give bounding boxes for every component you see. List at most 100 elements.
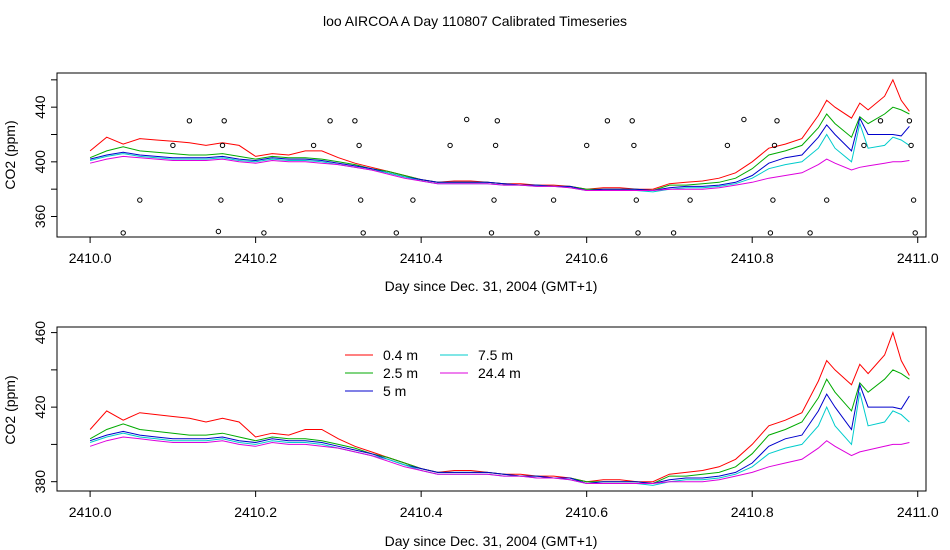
legend-label: 7.5 m bbox=[478, 347, 513, 363]
top-y-axis: 360 400 440 bbox=[32, 79, 57, 229]
x-tick-label: 2410.8 bbox=[731, 250, 774, 266]
scatter-point bbox=[724, 142, 731, 149]
series-line-2-5-m bbox=[89, 369, 910, 485]
scatter-point bbox=[327, 118, 333, 124]
scatter-point bbox=[447, 142, 453, 149]
scatter-point bbox=[215, 228, 222, 235]
scatter-point bbox=[356, 142, 362, 149]
scatter-point bbox=[221, 118, 227, 124]
top-plot-frame bbox=[56, 72, 927, 238]
series-line-24-4-m bbox=[89, 436, 910, 484]
figure-title: loo AIRCOA A Day 110807 Calibrated Times… bbox=[323, 13, 627, 29]
scatter-point bbox=[877, 118, 884, 124]
scatter-point bbox=[584, 142, 590, 149]
x-tick-label: 2410.2 bbox=[234, 504, 277, 520]
scatter-point bbox=[807, 230, 813, 236]
scatter-point bbox=[912, 230, 918, 236]
scatter-point bbox=[492, 142, 499, 149]
scatter-point bbox=[906, 118, 913, 124]
legend-label: 24.4 m bbox=[478, 365, 521, 381]
x-tick-label: 2410.2 bbox=[234, 250, 277, 266]
scatter-point bbox=[352, 118, 358, 124]
legend-label: 0.4 m bbox=[383, 347, 418, 363]
scatter-point bbox=[137, 197, 143, 203]
bottom-y-axis-label: CO2 (ppm) bbox=[2, 375, 18, 444]
scatter-point bbox=[687, 197, 693, 203]
y-tick-label: 440 bbox=[32, 95, 48, 119]
bottom-y-axis: 380 420 460 bbox=[32, 321, 57, 494]
scatter-point bbox=[494, 118, 500, 124]
scatter-point bbox=[218, 197, 224, 203]
x-tick-label: 2410.4 bbox=[400, 504, 443, 520]
legend-item: 7.5 m bbox=[440, 347, 513, 363]
top-x-axis-label: Day since Dec. 31, 2004 (GMT+1) bbox=[385, 278, 598, 294]
scatter-point bbox=[186, 118, 193, 124]
y-tick-label: 460 bbox=[32, 321, 48, 345]
scatter-point bbox=[861, 142, 867, 149]
series-line-0-4-m bbox=[89, 78, 910, 190]
y-tick-label: 420 bbox=[32, 395, 48, 419]
y-tick-label: 400 bbox=[32, 150, 48, 174]
scatter-point bbox=[771, 142, 778, 149]
scatter-point bbox=[550, 197, 557, 203]
scatter-point bbox=[464, 116, 470, 123]
top-y-axis-label: CO2 (ppm) bbox=[2, 120, 18, 189]
legend-item: 5 m bbox=[345, 383, 406, 399]
x-tick-label: 2411.0 bbox=[897, 250, 939, 266]
x-tick-label: 2410.4 bbox=[400, 250, 443, 266]
scatter-point bbox=[488, 230, 495, 236]
x-tick-label: 2411.0 bbox=[897, 504, 939, 520]
top-x-axis: 2410.0 2410.2 2410.4 2410.6 2410.8 2411.0 bbox=[69, 237, 939, 266]
x-tick-label: 2410.0 bbox=[69, 250, 112, 266]
legend-item: 24.4 m bbox=[440, 365, 521, 381]
scatter-point bbox=[633, 197, 639, 203]
scatter-point bbox=[774, 118, 780, 124]
scatter-point bbox=[670, 230, 677, 236]
bottom-panel: 380 420 460 2410.0 2410.2 2410.4 2410.6 2410.8… bbox=[2, 321, 939, 549]
legend: 0.4 m 2.5 m 5 m 7.5 m 24.4 m bbox=[345, 347, 521, 399]
series-line-5-m bbox=[89, 382, 910, 485]
legend-label: 5 m bbox=[383, 383, 406, 399]
scatter-point bbox=[310, 142, 317, 149]
scatter-point bbox=[120, 230, 126, 236]
scatter-point bbox=[908, 142, 914, 149]
bottom-series-lines bbox=[89, 331, 910, 486]
scatter-point bbox=[170, 142, 176, 149]
scatter-point bbox=[824, 197, 830, 203]
top-series-lines bbox=[89, 78, 910, 193]
scatter-point bbox=[910, 197, 917, 203]
scatter-point bbox=[604, 118, 611, 124]
scatter-point bbox=[393, 230, 399, 236]
scatter-point bbox=[635, 230, 641, 236]
top-scatter-points bbox=[120, 116, 918, 236]
bottom-plot-frame bbox=[56, 326, 927, 492]
scatter-point bbox=[277, 197, 284, 203]
x-tick-label: 2410.6 bbox=[565, 504, 608, 520]
scatter-point bbox=[410, 197, 416, 203]
series-line-24-4-m bbox=[89, 155, 910, 191]
scatter-point bbox=[631, 142, 637, 149]
scatter-point bbox=[770, 197, 776, 203]
legend-item: 0.4 m bbox=[345, 347, 418, 363]
scatter-point bbox=[358, 197, 364, 203]
top-panel: 360 400 440 2410.0 2410.2 2410.4 2410.6 2410.8… bbox=[2, 72, 939, 294]
scatter-point bbox=[629, 118, 635, 124]
bottom-x-axis: 2410.0 2410.2 2410.4 2410.6 2410.8 2411.0 bbox=[69, 491, 939, 520]
scatter-point bbox=[491, 197, 497, 203]
legend-item: 2.5 m bbox=[345, 365, 418, 381]
series-line-0-4-m bbox=[89, 331, 910, 483]
legend-label: 2.5 m bbox=[383, 365, 418, 381]
y-tick-label: 380 bbox=[32, 470, 48, 494]
scatter-point bbox=[219, 142, 226, 149]
scatter-point bbox=[741, 116, 747, 123]
scatter-point bbox=[767, 230, 774, 236]
scatter-point bbox=[534, 230, 540, 236]
scatter-point bbox=[360, 230, 366, 236]
bottom-x-axis-label: Day since Dec. 31, 2004 (GMT+1) bbox=[385, 533, 598, 549]
scatter-point bbox=[261, 230, 267, 236]
x-tick-label: 2410.0 bbox=[69, 504, 112, 520]
y-tick-label: 360 bbox=[32, 205, 48, 229]
series-line-5-m bbox=[89, 116, 910, 192]
x-tick-label: 2410.8 bbox=[731, 504, 774, 520]
